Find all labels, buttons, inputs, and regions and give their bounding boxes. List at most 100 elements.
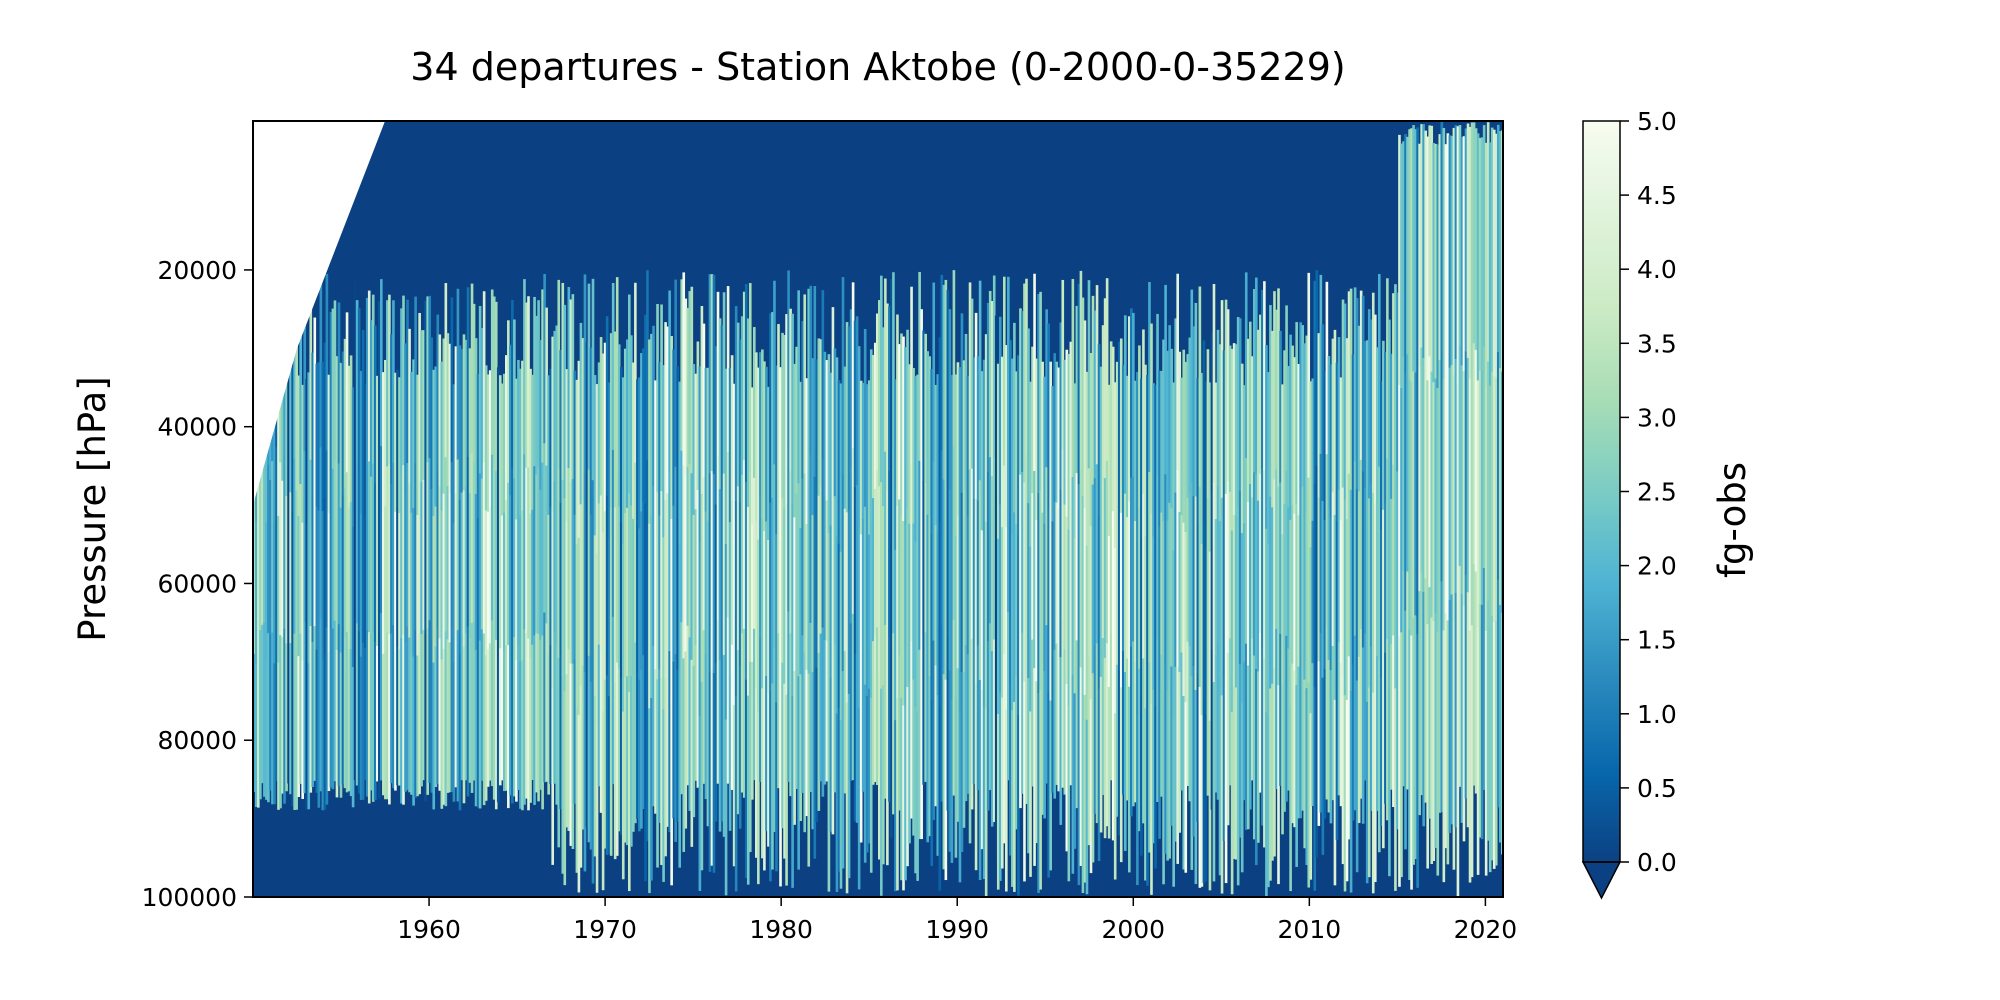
heatmap-cell	[1069, 489, 1073, 638]
heatmap-cell	[714, 504, 718, 664]
heatmap-cell	[1353, 635, 1357, 811]
heatmap-cell	[1246, 502, 1250, 666]
heatmap-cell	[1472, 343, 1476, 565]
colorbar-label: fg-obs	[1711, 462, 1754, 578]
heatmap-cell	[309, 293, 313, 461]
heatmap-cell	[1021, 632, 1024, 794]
heatmap-cell	[1144, 364, 1147, 537]
heatmap-cell	[1263, 469, 1266, 659]
heatmap-cell	[537, 467, 540, 635]
heatmap-cell	[488, 506, 492, 644]
heatmap-cell	[581, 665, 585, 830]
heatmap-cell	[488, 643, 492, 781]
heatmap-cell	[434, 366, 438, 508]
heatmap-cell	[593, 695, 597, 857]
heatmap-cell	[595, 384, 599, 554]
heatmap-cell	[414, 463, 417, 631]
heatmap-cell	[1418, 367, 1421, 592]
x-tick-label: 2020	[1454, 915, 1518, 944]
heatmap-cell	[851, 448, 855, 615]
heatmap-cell	[1416, 380, 1419, 635]
heatmap-cell	[960, 672, 964, 853]
x-tick-label: 1960	[397, 915, 461, 944]
heatmap-cell	[1176, 273, 1180, 471]
heatmap-cell	[896, 698, 899, 891]
heatmap-cell	[1329, 670, 1333, 824]
heatmap-cell	[1101, 325, 1105, 483]
heatmap-cell	[1406, 136, 1409, 355]
heatmap-cell	[1222, 677, 1226, 841]
heatmap-cell	[1146, 545, 1149, 716]
heatmap-cell	[1470, 625, 1474, 878]
heatmap-cell	[384, 652, 387, 800]
heatmap-cell	[505, 355, 508, 501]
heatmap-cell	[1000, 356, 1004, 528]
heatmap-cell	[529, 513, 532, 659]
heatmap-cell	[950, 699, 954, 863]
heatmap-cell	[1343, 303, 1347, 500]
heatmap-cell	[1454, 358, 1458, 594]
heatmap-cell	[728, 522, 732, 677]
heatmap-cell	[1083, 320, 1087, 509]
heatmap-cell	[1460, 136, 1464, 366]
heatmap-cell	[998, 504, 1002, 694]
heatmap-cell	[517, 503, 520, 647]
heatmap-cell	[1313, 687, 1317, 891]
heatmap-cell	[670, 518, 673, 703]
heatmap-cell	[561, 676, 565, 874]
heatmap-cell	[646, 650, 649, 842]
heatmap-cell	[878, 486, 881, 674]
heatmap-cell	[1486, 122, 1490, 363]
heatmap-cell	[1430, 617, 1434, 865]
heatmap-cell	[559, 655, 563, 810]
heatmap-cell	[1331, 645, 1335, 801]
heatmap-cell	[1496, 124, 1500, 353]
heatmap-cell	[865, 384, 869, 541]
heatmap-cell	[835, 535, 839, 714]
heatmap-cell	[341, 495, 345, 641]
heatmap-cell	[1369, 646, 1373, 811]
heatmap-cell	[420, 482, 423, 635]
heatmap-cell	[835, 713, 839, 892]
heatmap-cell	[871, 498, 875, 642]
heatmap-cell	[579, 322, 583, 505]
heatmap-cell	[1476, 133, 1480, 381]
heatmap-cell	[996, 538, 1000, 715]
heatmap-cell	[1083, 507, 1087, 696]
heatmap-cell	[1119, 338, 1123, 514]
heatmap-cell	[1057, 508, 1061, 651]
heatmap-cell	[1462, 605, 1466, 842]
heatmap-cell	[799, 528, 802, 675]
heatmap-cell	[402, 465, 405, 636]
heatmap-cell	[1015, 371, 1018, 525]
heatmap-cell	[998, 316, 1002, 506]
heatmap-cell	[430, 337, 434, 490]
heatmap-cell	[1176, 666, 1180, 864]
heatmap-cell	[1045, 309, 1048, 468]
heatmap-cell	[305, 522, 309, 667]
heatmap-cell	[1003, 654, 1006, 844]
heatmap-cell	[1051, 386, 1055, 522]
heatmap-cell	[827, 533, 831, 713]
heatmap-cell	[595, 722, 599, 893]
heatmap-cell	[1371, 492, 1375, 694]
heatmap-cell	[920, 662, 923, 840]
heatmap-cell	[1271, 683, 1274, 861]
heatmap-cell	[378, 300, 381, 468]
heatmap-cell	[351, 387, 355, 528]
heatmap-cell	[1331, 338, 1335, 493]
heatmap-cell	[537, 300, 540, 468]
heatmap-cell	[1194, 496, 1198, 691]
heatmap-cell	[1041, 361, 1044, 514]
heatmap-cell	[585, 503, 589, 666]
heatmap-cell	[843, 366, 847, 510]
heatmap-cell	[890, 278, 893, 466]
heatmap-cell	[466, 287, 470, 458]
heatmap-cell	[1416, 127, 1419, 382]
heatmap-cell	[1432, 142, 1436, 383]
heatmap-cell	[767, 539, 770, 694]
heatmap-cell	[1115, 513, 1119, 666]
colorbar-tick-label: 4.5	[1637, 181, 1677, 210]
heatmap-cell	[265, 660, 268, 800]
